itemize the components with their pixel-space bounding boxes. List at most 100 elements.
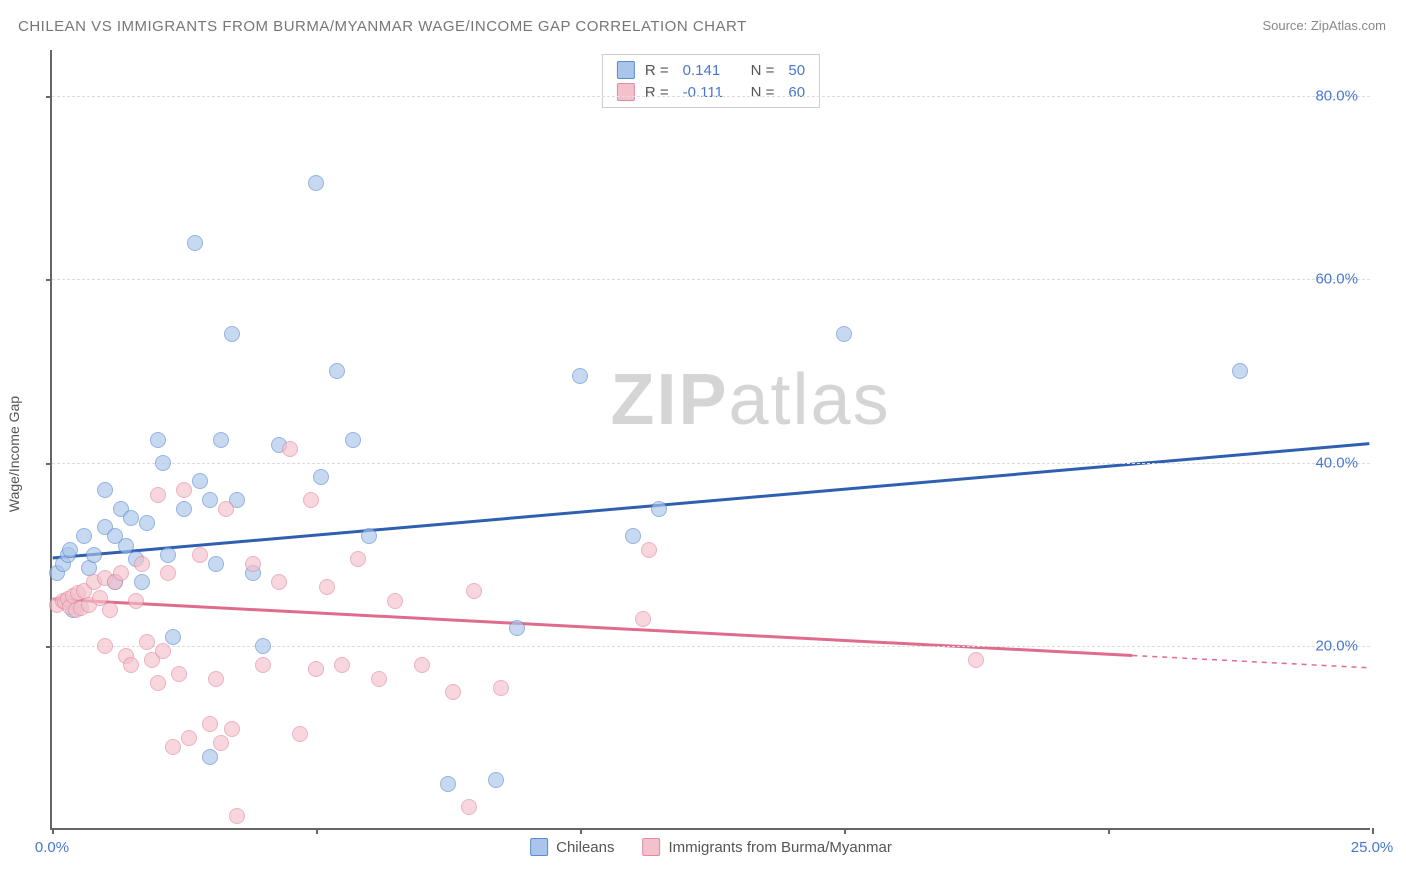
y-tick	[46, 96, 52, 98]
scatter-point	[224, 326, 240, 342]
x-tick-label: 0.0%	[35, 839, 69, 856]
scatter-point	[282, 441, 298, 457]
chart-title: CHILEAN VS IMMIGRANTS FROM BURMA/MYANMAR…	[18, 18, 747, 35]
scatter-point	[202, 716, 218, 732]
scatter-point	[319, 579, 335, 595]
grid-line	[52, 463, 1370, 464]
scatter-point	[509, 620, 525, 636]
scatter-point	[202, 492, 218, 508]
scatter-point	[641, 542, 657, 558]
scatter-point	[118, 538, 134, 554]
trend-lines-svg	[52, 50, 1370, 828]
scatter-point	[155, 455, 171, 471]
scatter-point	[329, 363, 345, 379]
grid-line	[52, 279, 1370, 280]
scatter-point	[213, 735, 229, 751]
x-tick	[844, 828, 846, 834]
x-tick	[1108, 828, 1110, 834]
plot-area: ZIPatlas R =0.141N =50R =-0.111N =60 Chi…	[50, 50, 1370, 830]
y-tick	[46, 463, 52, 465]
scatter-point	[155, 643, 171, 659]
y-tick-label: 60.0%	[1315, 271, 1358, 288]
scatter-point	[572, 368, 588, 384]
grid-line	[52, 646, 1370, 647]
scatter-point	[308, 175, 324, 191]
scatter-point	[150, 487, 166, 503]
scatter-point	[414, 657, 430, 673]
scatter-point	[445, 684, 461, 700]
grid-line	[52, 96, 1370, 97]
scatter-point	[102, 602, 118, 618]
y-tick-label: 80.0%	[1315, 87, 1358, 104]
scatter-point	[192, 473, 208, 489]
legend-swatch	[617, 83, 635, 101]
scatter-point	[150, 432, 166, 448]
scatter-point	[488, 772, 504, 788]
scatter-point	[345, 432, 361, 448]
scatter-point	[334, 657, 350, 673]
trend-line	[53, 444, 1370, 558]
n-label: N =	[751, 84, 775, 101]
watermark-bold: ZIP	[610, 360, 728, 440]
scatter-point	[461, 799, 477, 815]
scatter-point	[134, 574, 150, 590]
scatter-point	[86, 547, 102, 563]
scatter-point	[1232, 363, 1248, 379]
r-legend-row: R = -0.111 N = 60	[603, 81, 819, 103]
r-value: 0.141	[683, 62, 729, 79]
scatter-point	[97, 482, 113, 498]
x-tick	[1372, 828, 1374, 834]
scatter-point	[651, 501, 667, 517]
scatter-point	[165, 739, 181, 755]
x-tick	[52, 828, 54, 834]
scatter-point	[123, 510, 139, 526]
scatter-point	[150, 675, 166, 691]
scatter-point	[255, 638, 271, 654]
scatter-point	[255, 657, 271, 673]
scatter-point	[493, 680, 509, 696]
scatter-point	[202, 749, 218, 765]
scatter-point	[139, 634, 155, 650]
scatter-point	[139, 515, 155, 531]
legend-label: Chileans	[556, 839, 614, 856]
scatter-point	[968, 652, 984, 668]
legend-swatch	[643, 838, 661, 856]
scatter-point	[176, 482, 192, 498]
legend-swatch	[530, 838, 548, 856]
y-tick-label: 40.0%	[1315, 454, 1358, 471]
scatter-point	[625, 528, 641, 544]
scatter-point	[229, 808, 245, 824]
n-value: 60	[788, 84, 805, 101]
legend-item: Chileans	[530, 838, 614, 856]
scatter-point	[313, 469, 329, 485]
r-value: -0.111	[683, 84, 729, 101]
n-label: N =	[751, 62, 775, 79]
scatter-point	[192, 547, 208, 563]
y-tick	[46, 279, 52, 281]
bottom-legend: Chileans Immigrants from Burma/Myanmar	[530, 838, 892, 856]
scatter-point	[160, 565, 176, 581]
scatter-point	[113, 565, 129, 581]
scatter-point	[128, 593, 144, 609]
scatter-point	[134, 556, 150, 572]
r-legend-box: R =0.141N =50R =-0.111N =60	[602, 54, 820, 108]
scatter-point	[387, 593, 403, 609]
scatter-point	[213, 432, 229, 448]
x-tick-label: 25.0%	[1351, 839, 1394, 856]
legend-swatch	[617, 61, 635, 79]
scatter-point	[245, 556, 261, 572]
x-tick	[316, 828, 318, 834]
scatter-point	[440, 776, 456, 792]
legend-item: Immigrants from Burma/Myanmar	[643, 838, 892, 856]
scatter-point	[371, 671, 387, 687]
r-legend-row: R =0.141N =50	[603, 59, 819, 81]
y-tick-label: 20.0%	[1315, 638, 1358, 655]
scatter-point	[165, 629, 181, 645]
x-tick	[580, 828, 582, 834]
watermark: ZIPatlas	[610, 359, 890, 441]
scatter-point	[160, 547, 176, 563]
trend-line-dashed	[1132, 655, 1369, 667]
scatter-point	[218, 501, 234, 517]
scatter-point	[308, 661, 324, 677]
r-label: R =	[645, 84, 669, 101]
